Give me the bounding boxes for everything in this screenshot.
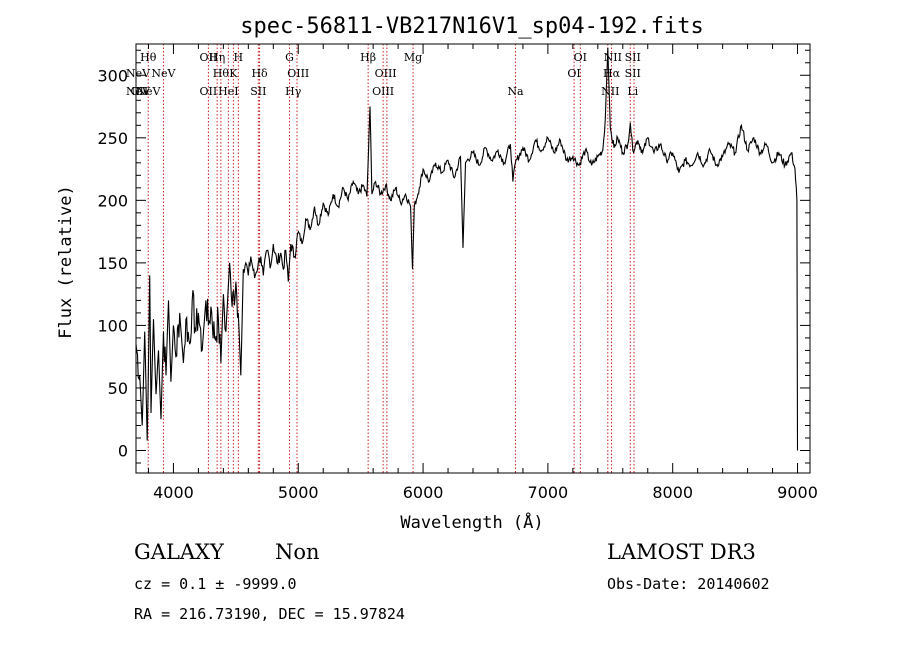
emission-line-label: Hθ [213,67,230,80]
emission-line-label: NeV [126,67,151,80]
x-tick-label: 6000 [403,483,444,502]
classification: GALAXY [134,540,225,564]
emission-line-label: OIII [375,67,397,80]
y-axis-label: Flux (relative) [56,185,76,339]
emission-line-label: OII [200,51,218,64]
survey-name: LAMOST DR3 [607,540,756,564]
emission-line-label: OII [200,85,218,98]
y-tick-label: 300 [97,66,128,85]
x-axis-label: Wavelength (Å) [400,511,543,533]
y-tick-label: 200 [97,191,128,210]
emission-line-label: SII [625,67,641,80]
emission-line-label: G [285,51,294,64]
emission-line-label: Hδ [251,67,268,80]
chart-title: spec-56811-VB217N16V1_sp04-192.fits [240,14,704,39]
emission-line-label: NeV [136,85,161,98]
emission-line-label: Hα [603,67,621,80]
redshift: cz = 0.1 ± -9999.0 [134,575,297,593]
emission-line-label: SII [250,85,266,98]
plot-frame [135,43,811,474]
emission-line-label: HeI [218,85,238,98]
emission-line-label: H [234,51,244,64]
emission-line-label: OII [131,85,149,98]
y-tick-label: 100 [97,316,128,335]
emission-line-label: NII [604,51,622,64]
emission-line-label: OIII [372,85,394,98]
emission-line-label: Hθ [140,51,157,64]
y-tick-label: 0 [118,441,128,460]
emission-line-label: Na [507,85,524,98]
line-markers [147,44,635,473]
emission-line-label: OI [567,67,580,80]
x-axis: 4000 5000 6000 7000 8000 9000 [147,44,818,502]
subclass: Non [275,540,320,564]
emission-line-label: OIII [287,67,309,80]
x-tick-label: 4000 [153,483,194,502]
emission-line-label: NeV [126,85,151,98]
emission-line-label: Hβ [360,51,376,64]
x-tick-label: 7000 [528,483,569,502]
y-axis: 0 50 100 150 200 250 300 [97,49,810,464]
x-tick-label: 8000 [652,483,693,502]
y-tick-label: 50 [108,379,128,398]
emission-line-label: K [229,67,238,80]
emission-line-label: SII [625,51,641,64]
emission-line-label: Hη [209,51,225,64]
x-tick-label: 9000 [777,483,818,502]
emission-line-label: NeV [151,67,176,80]
obs-date: Obs-Date: 20140602 [607,575,770,593]
x-tick-label: 5000 [278,483,319,502]
y-tick-label: 150 [97,254,128,273]
emission-line-label: OI [574,51,587,64]
ra-dec: RA = 216.73190, DEC = 15.97824 [134,605,405,623]
y-tick-label: 250 [97,129,128,148]
emission-line-label: NII [601,85,619,98]
emission-line-label: Mg [404,51,422,64]
spectrum-line [135,47,799,451]
emission-line-label: Li [627,85,638,98]
emission-line-label: Hγ [285,85,302,98]
